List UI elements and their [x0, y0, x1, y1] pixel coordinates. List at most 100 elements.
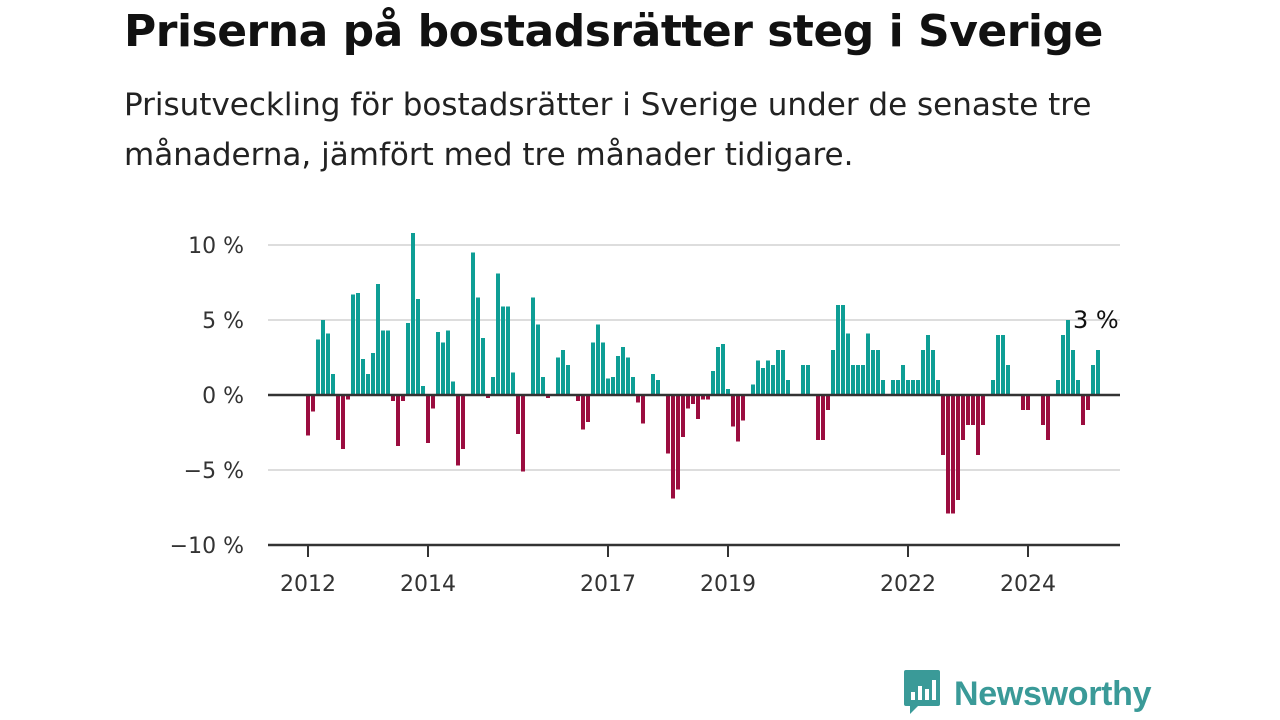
bar-positive — [896, 380, 900, 395]
bar-positive — [916, 380, 920, 395]
bar-positive — [656, 380, 660, 395]
bar-positive — [716, 347, 720, 395]
bar-negative — [546, 395, 550, 398]
bar-negative — [961, 395, 965, 440]
bar-positive — [371, 353, 375, 395]
bar-positive — [331, 374, 335, 395]
bar-negative — [341, 395, 345, 449]
y-tick-label: 10 % — [188, 234, 244, 259]
bar-negative — [456, 395, 460, 466]
bar-positive — [851, 365, 855, 395]
bar-negative — [391, 395, 395, 401]
bar-positive — [806, 365, 810, 395]
bar-negative — [401, 395, 405, 401]
bar-positive — [421, 386, 425, 395]
x-tick-label: 2017 — [580, 572, 636, 597]
bar-positive — [591, 342, 595, 395]
bar-positive — [601, 342, 605, 395]
x-tick-label: 2019 — [700, 572, 756, 597]
bar-positive — [801, 365, 805, 395]
bar-positive — [871, 350, 875, 395]
bar-positive — [556, 357, 560, 395]
x-tick-label: 2024 — [1000, 572, 1056, 597]
bar-negative — [426, 395, 430, 443]
bar-positive — [471, 252, 475, 395]
bar-positive — [1061, 335, 1065, 395]
bar-positive — [411, 233, 415, 395]
bar-positive — [606, 378, 610, 395]
bar-positive — [891, 380, 895, 395]
bar-positive — [1091, 365, 1095, 395]
bar-positive — [616, 356, 620, 395]
bar-positive — [721, 344, 725, 395]
bar-positive — [766, 360, 770, 395]
bar-negative — [521, 395, 525, 472]
bar-negative — [1041, 395, 1045, 425]
bar-negative — [981, 395, 985, 425]
axes — [268, 393, 1120, 557]
bar-positive — [936, 380, 940, 395]
bar-positive — [881, 380, 885, 395]
bar-positive — [866, 333, 870, 395]
bar-positive — [446, 330, 450, 395]
bar-positive — [776, 350, 780, 395]
bar-negative — [691, 395, 695, 404]
bar-positive — [476, 297, 480, 395]
bar-positive — [561, 350, 565, 395]
bar-positive — [596, 324, 600, 395]
labels: 10 % 5 % 0 % −5 % −10 % 2012 2014 2017 2019 2022 2… — [170, 234, 1119, 597]
bar-negative — [666, 395, 670, 454]
bar-positive — [356, 293, 360, 395]
bar-positive — [921, 350, 925, 395]
bar-negative — [741, 395, 745, 421]
bar-positive — [926, 335, 930, 395]
bar-positive — [906, 380, 910, 395]
bar-positive — [361, 359, 365, 395]
bar-positive — [1076, 380, 1080, 395]
bar-negative — [636, 395, 640, 403]
bar-positive — [901, 365, 905, 395]
bar-positive — [406, 323, 410, 395]
bar-negative — [971, 395, 975, 425]
bar-negative — [516, 395, 520, 434]
bar-negative — [1046, 395, 1050, 440]
bar-negative — [966, 395, 970, 425]
bar-negative — [706, 395, 710, 400]
x-tick-label: 2014 — [400, 572, 456, 597]
bar-positive — [626, 357, 630, 395]
bars — [306, 233, 1100, 514]
brand-name: Newsworthy — [954, 674, 1152, 713]
bar-positive — [506, 306, 510, 395]
bar-negative — [346, 395, 350, 400]
bar-negative — [396, 395, 400, 446]
bar-negative — [486, 395, 490, 398]
bar-positive — [566, 365, 570, 395]
bar-chart-speech-bubble-icon — [902, 668, 942, 720]
y-tick-label: −10 % — [170, 534, 244, 559]
bar-positive — [501, 306, 505, 395]
y-tick-label: −5 % — [184, 459, 244, 484]
bar-negative — [731, 395, 735, 427]
bar-positive — [771, 365, 775, 395]
bar-negative — [946, 395, 950, 514]
y-tick-label: 5 % — [202, 309, 244, 334]
bar-negative — [1021, 395, 1025, 410]
bar-positive — [1056, 380, 1060, 395]
bar-positive — [621, 347, 625, 395]
bar-positive — [1006, 365, 1010, 395]
bar-positive — [781, 350, 785, 395]
bar-positive — [481, 338, 485, 395]
bar-negative — [1086, 395, 1090, 410]
bar-negative — [461, 395, 465, 449]
bar-positive — [536, 324, 540, 395]
bar-positive — [1066, 320, 1070, 395]
bar-positive — [541, 377, 545, 395]
y-tick-label: 0 % — [202, 384, 244, 409]
bar-negative — [956, 395, 960, 500]
bar-positive — [496, 273, 500, 395]
bar-positive — [386, 330, 390, 395]
brand-logo: Newsworthy — [902, 668, 1152, 720]
bar-positive — [1071, 350, 1075, 395]
bar-negative — [311, 395, 315, 412]
bar-negative — [826, 395, 830, 410]
